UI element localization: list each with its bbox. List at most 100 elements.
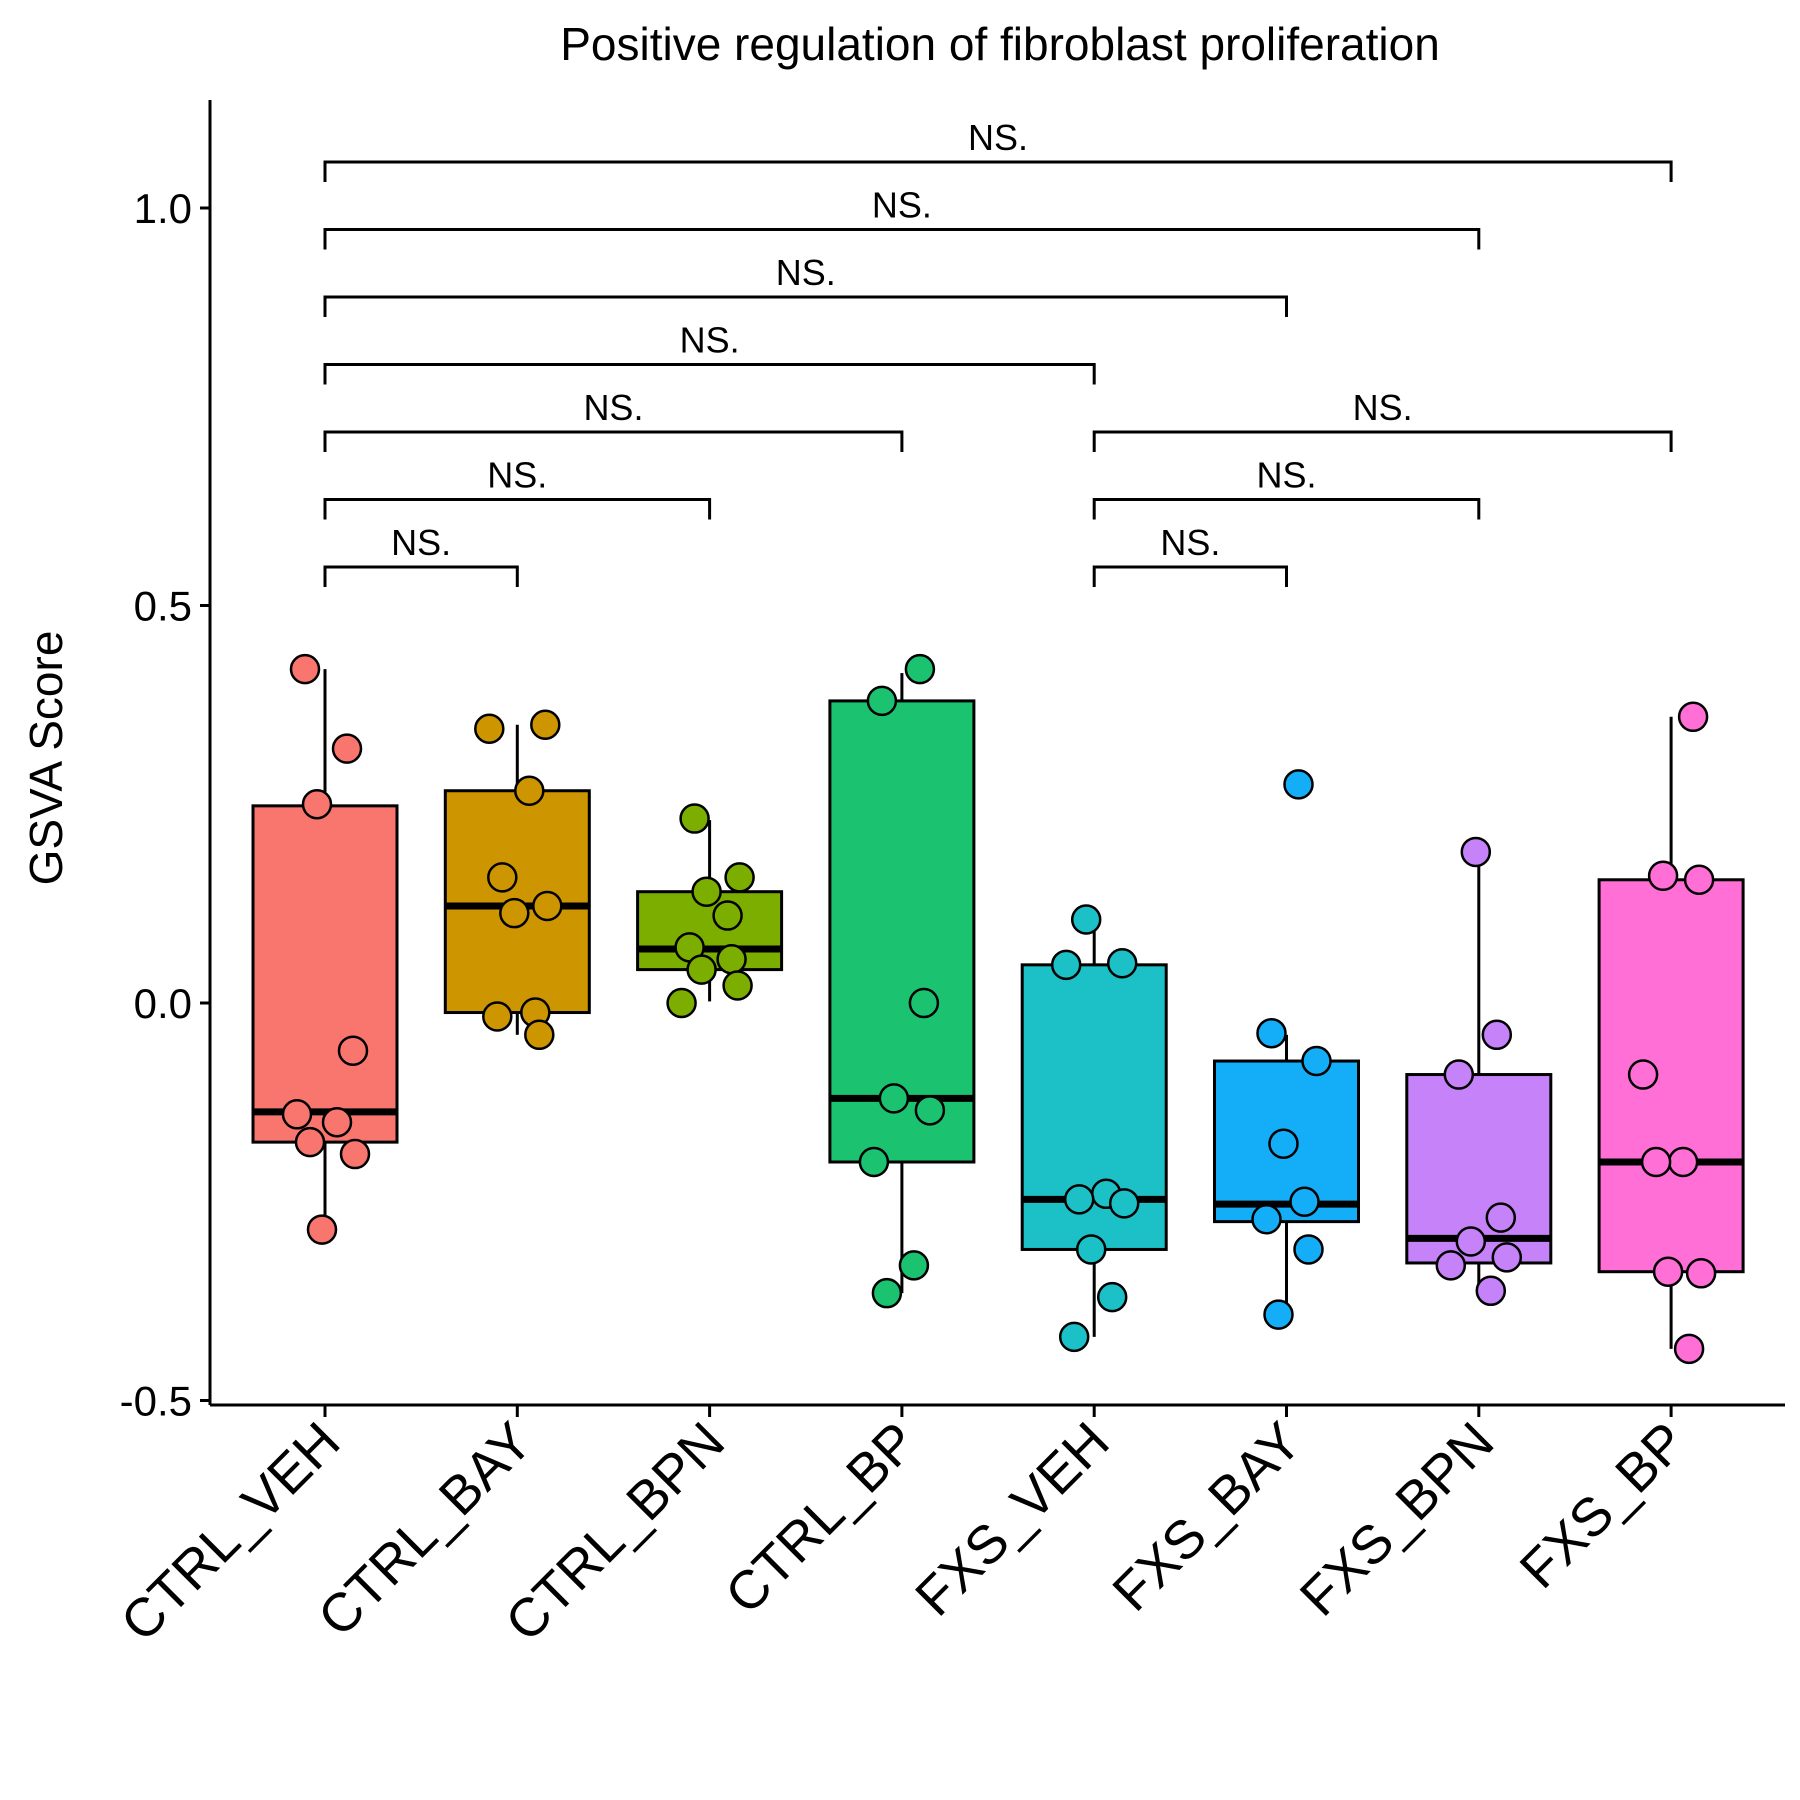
data-point — [524, 1019, 555, 1051]
data-point — [514, 775, 545, 806]
significance-bracket — [1092, 498, 1481, 520]
data-point — [281, 1099, 313, 1130]
data-point — [666, 987, 697, 1019]
data-point — [1256, 1017, 1287, 1049]
significance-bracket — [323, 160, 1673, 182]
data-point — [337, 1035, 369, 1066]
y-axis-title: GSVA Score — [20, 631, 72, 886]
significance-label: NS. — [1256, 455, 1316, 496]
data-point — [866, 685, 898, 717]
significance-bracket — [323, 363, 1096, 385]
data-point — [1485, 1202, 1517, 1233]
data-point — [532, 890, 563, 922]
data-point — [1647, 860, 1679, 892]
box-iqr — [1597, 878, 1745, 1274]
data-point — [904, 653, 936, 685]
data-point — [712, 900, 743, 931]
data-point — [530, 709, 561, 740]
data-point — [1070, 904, 1102, 935]
significance-label: NS. — [872, 185, 932, 226]
box-iqr — [1020, 963, 1168, 1251]
significance-bracket — [1092, 430, 1673, 452]
significance-bracket — [323, 498, 712, 520]
data-point — [1050, 949, 1082, 981]
data-point — [1685, 1258, 1717, 1289]
data-point — [1443, 1059, 1475, 1090]
chart-title: Positive regulation of fibroblast prolif… — [560, 18, 1440, 70]
y-tick-label: 0.5 — [134, 583, 192, 630]
data-point — [294, 1126, 326, 1158]
data-point — [289, 653, 321, 685]
boxes — [251, 669, 1745, 1349]
data-point — [858, 1146, 890, 1178]
data-point — [1301, 1045, 1332, 1077]
data-point — [1268, 1128, 1299, 1159]
data-point — [1481, 1019, 1513, 1051]
data-point — [1640, 1146, 1672, 1178]
data-point — [686, 954, 717, 985]
data-point — [474, 713, 505, 744]
data-point — [871, 1277, 903, 1309]
significance-bracket — [323, 430, 904, 452]
data-points — [281, 653, 1717, 1365]
data-point — [1063, 1184, 1095, 1215]
data-point — [1096, 1281, 1128, 1313]
x-category-label: CTRL_VEH — [110, 1411, 352, 1653]
data-point — [1652, 1256, 1684, 1287]
significance-label: NS. — [1353, 387, 1413, 428]
data-point — [301, 789, 333, 820]
significance-label: NS. — [680, 320, 740, 361]
data-point — [487, 862, 518, 893]
data-point — [1460, 836, 1492, 868]
data-point — [908, 987, 940, 1019]
data-point — [1058, 1321, 1090, 1353]
data-point — [1627, 1059, 1659, 1090]
x-category-label: FXS_VEH — [904, 1411, 1120, 1627]
data-point — [898, 1250, 930, 1281]
data-point — [1263, 1299, 1294, 1330]
y-tick-label: -0.5 — [120, 1378, 192, 1425]
data-point — [339, 1138, 371, 1170]
significance-label: NS. — [487, 455, 547, 496]
data-point — [1283, 769, 1314, 800]
significance-label: NS. — [583, 387, 643, 428]
data-point — [716, 944, 747, 975]
data-point — [691, 876, 722, 907]
data-point — [1289, 1186, 1320, 1217]
data-point — [724, 862, 755, 893]
data-point — [1108, 1188, 1140, 1219]
data-point — [1455, 1226, 1487, 1257]
box-iqr — [251, 804, 399, 1144]
data-point — [1677, 701, 1709, 733]
box-iqr — [828, 699, 976, 1164]
significance-bracket — [323, 565, 519, 587]
data-point — [321, 1107, 353, 1138]
y-tick-label: 1.0 — [134, 185, 192, 232]
significance-label: NS. — [968, 117, 1028, 158]
x-category-label: FXS_BP — [1509, 1411, 1698, 1600]
y-tick-label: 0.0 — [134, 980, 192, 1027]
data-point — [679, 803, 710, 834]
data-point — [1106, 948, 1138, 979]
data-point — [1475, 1275, 1507, 1307]
data-point — [482, 1001, 513, 1032]
data-point — [306, 1214, 338, 1245]
data-point — [914, 1095, 946, 1126]
data-point — [722, 970, 753, 1001]
data-point — [331, 733, 363, 764]
significance-label: NS. — [776, 252, 836, 293]
data-point — [1667, 1146, 1699, 1178]
data-point — [1491, 1242, 1523, 1273]
data-point — [1251, 1203, 1282, 1235]
x-category-label: FXS_BAY — [1101, 1411, 1313, 1623]
data-point — [499, 897, 530, 929]
significance-bracket — [1092, 565, 1288, 587]
axes — [200, 100, 1785, 1417]
data-point — [878, 1083, 910, 1114]
x-category-label: CTRL_BP — [714, 1411, 928, 1625]
data-point — [1293, 1234, 1324, 1265]
data-point — [1075, 1234, 1107, 1265]
data-point — [1683, 864, 1715, 896]
x-category-label: FXS_BPN — [1289, 1411, 1505, 1627]
